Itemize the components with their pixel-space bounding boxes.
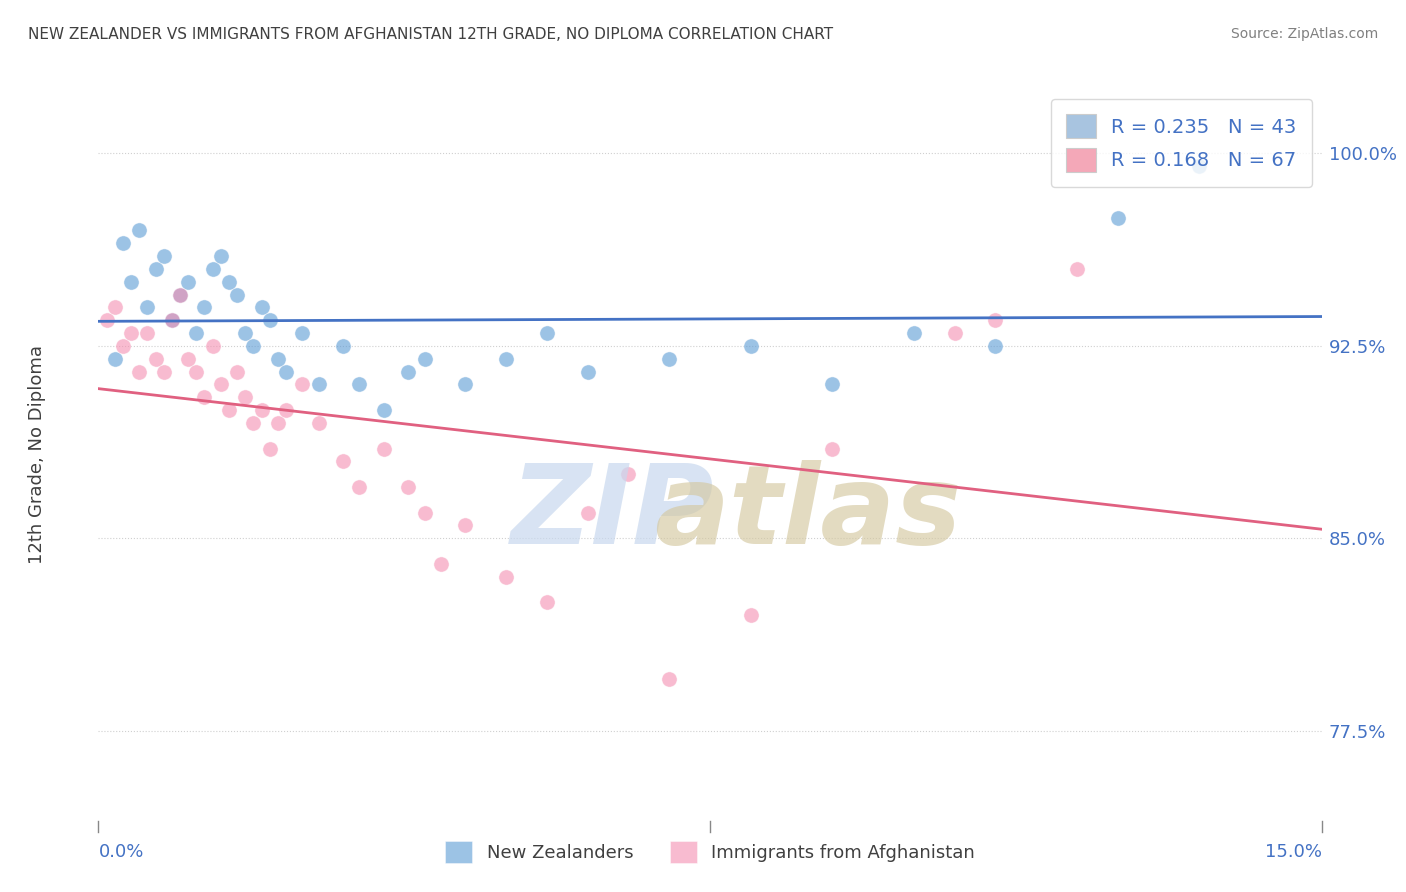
Point — [152, 364, 174, 378]
Point — [145, 351, 167, 366]
Point — [536, 595, 558, 609]
Point — [413, 351, 436, 366]
Point — [111, 236, 134, 251]
Point — [349, 480, 371, 494]
Point — [259, 442, 281, 456]
Point — [96, 313, 118, 327]
Point — [308, 416, 330, 430]
Point — [332, 339, 354, 353]
Point — [658, 351, 681, 366]
Point — [128, 364, 150, 378]
Point — [242, 416, 264, 430]
Point — [233, 390, 256, 404]
Text: 0.0%: 0.0% — [98, 843, 143, 861]
Point — [136, 326, 159, 340]
Point — [177, 351, 200, 366]
Point — [495, 570, 517, 584]
Point — [177, 275, 200, 289]
Point — [454, 518, 477, 533]
Point — [740, 608, 762, 623]
Point — [396, 364, 419, 378]
Point — [128, 223, 150, 237]
Point — [218, 275, 240, 289]
Point — [291, 377, 314, 392]
Text: NEW ZEALANDER VS IMMIGRANTS FROM AFGHANISTAN 12TH GRADE, NO DIPLOMA CORRELATION : NEW ZEALANDER VS IMMIGRANTS FROM AFGHANI… — [28, 27, 834, 42]
Point — [576, 506, 599, 520]
Point — [160, 313, 183, 327]
Point — [250, 301, 273, 315]
Point — [1107, 211, 1129, 225]
Point — [226, 287, 249, 301]
Point — [267, 416, 290, 430]
Point — [145, 261, 167, 276]
Point — [495, 351, 517, 366]
Point — [193, 390, 215, 404]
Point — [209, 377, 232, 392]
Point — [740, 339, 762, 353]
Point — [454, 377, 477, 392]
Point — [186, 364, 208, 378]
Point — [658, 673, 681, 687]
Point — [576, 364, 599, 378]
Point — [308, 377, 330, 392]
Point — [430, 557, 453, 571]
Point — [821, 377, 844, 392]
Legend: New Zealanders, Immigrants from Afghanistan: New Zealanders, Immigrants from Afghanis… — [430, 827, 990, 878]
Point — [259, 313, 281, 327]
Point — [984, 339, 1007, 353]
Point — [396, 480, 419, 494]
Point — [186, 326, 208, 340]
Point — [169, 287, 191, 301]
Point — [242, 339, 264, 353]
Point — [617, 467, 640, 482]
Point — [233, 326, 256, 340]
Point — [536, 326, 558, 340]
Point — [943, 326, 966, 340]
Point — [209, 249, 232, 263]
Point — [274, 364, 297, 378]
Text: Source: ZipAtlas.com: Source: ZipAtlas.com — [1230, 27, 1378, 41]
Point — [152, 249, 174, 263]
Point — [104, 351, 127, 366]
Point — [1066, 261, 1088, 276]
Point — [903, 326, 925, 340]
Point — [120, 275, 142, 289]
Text: ZIP: ZIP — [510, 460, 714, 567]
Point — [160, 313, 183, 327]
Point — [218, 403, 240, 417]
Point — [104, 301, 127, 315]
Point — [169, 287, 191, 301]
Point — [984, 313, 1007, 327]
Point — [226, 364, 249, 378]
Point — [267, 351, 290, 366]
Point — [193, 301, 215, 315]
Point — [201, 261, 224, 276]
Point — [373, 442, 395, 456]
Point — [413, 506, 436, 520]
Point — [201, 339, 224, 353]
Point — [332, 454, 354, 468]
Text: atlas: atlas — [654, 460, 962, 567]
Point — [373, 403, 395, 417]
Point — [291, 326, 314, 340]
Text: 15.0%: 15.0% — [1264, 843, 1322, 861]
Point — [821, 442, 844, 456]
Point — [136, 301, 159, 315]
Point — [1188, 159, 1211, 173]
Point — [111, 339, 134, 353]
Point — [120, 326, 142, 340]
Point — [349, 377, 371, 392]
Point — [274, 403, 297, 417]
Point — [250, 403, 273, 417]
Text: 12th Grade, No Diploma: 12th Grade, No Diploma — [28, 345, 46, 565]
